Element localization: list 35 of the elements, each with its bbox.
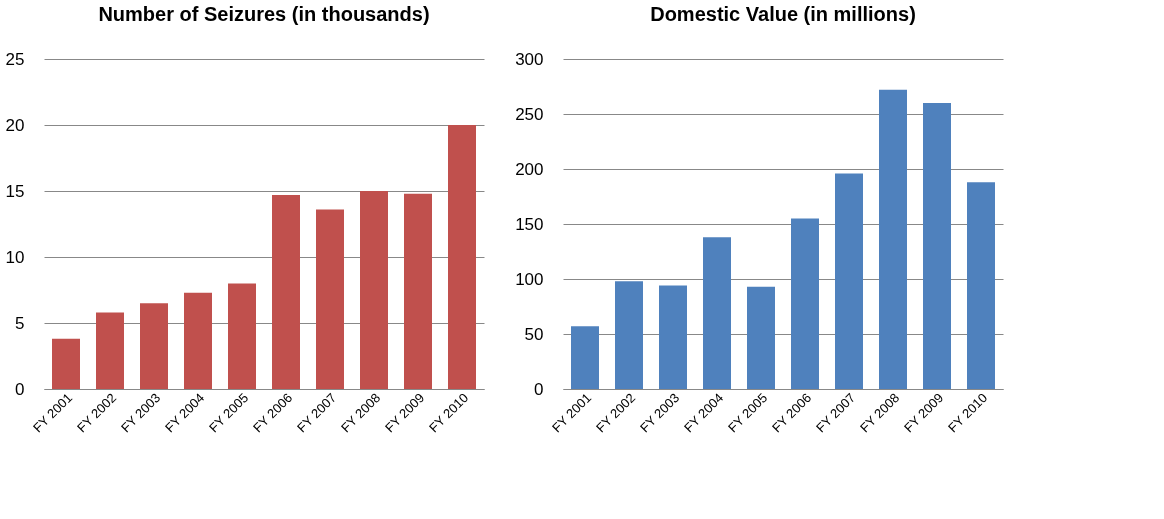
bar <box>96 312 124 389</box>
y-tick-label: 15 <box>5 181 25 201</box>
bar <box>967 182 995 389</box>
bar <box>879 89 907 389</box>
bar <box>791 218 819 389</box>
bar <box>448 125 476 389</box>
y-tick-label: 10 <box>5 247 25 267</box>
bar <box>835 173 863 389</box>
bar <box>659 285 687 389</box>
y-tick-label: 0 <box>534 379 544 399</box>
y-tick-label: 200 <box>515 159 544 179</box>
bar <box>360 191 388 389</box>
bar <box>747 286 775 389</box>
bar <box>52 338 80 389</box>
bar <box>228 283 256 389</box>
y-tick-label: 5 <box>15 313 25 333</box>
chart-title: Domestic Value (in millions) <box>650 3 916 25</box>
bar <box>615 281 643 389</box>
bar <box>140 303 168 389</box>
y-tick-label: 250 <box>515 104 544 124</box>
bar <box>272 194 300 389</box>
y-tick-label: 25 <box>5 49 25 69</box>
bar <box>404 193 432 389</box>
y-tick-label: 0 <box>15 379 25 399</box>
y-tick-label: 50 <box>524 324 544 344</box>
chart-title: Number of Seizures (in thousands) <box>98 3 430 25</box>
y-tick-label: 20 <box>5 115 25 135</box>
y-tick-label: 100 <box>515 269 544 289</box>
bar <box>571 326 599 389</box>
bar <box>316 209 344 389</box>
bar <box>184 292 212 389</box>
bar <box>703 237 731 389</box>
y-tick-label: 300 <box>515 49 544 69</box>
bar <box>923 103 951 389</box>
y-tick-label: 150 <box>515 214 544 234</box>
